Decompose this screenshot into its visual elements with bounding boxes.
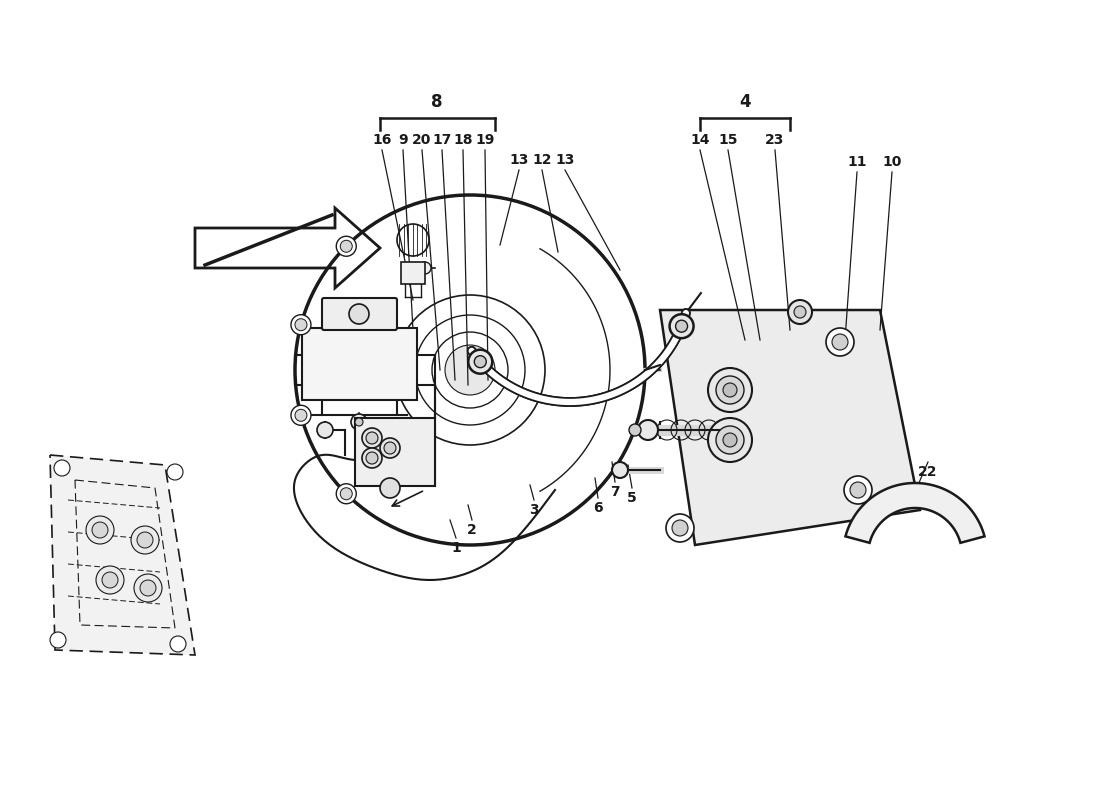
FancyBboxPatch shape (322, 298, 397, 330)
Circle shape (612, 462, 628, 478)
Text: 15: 15 (718, 133, 738, 147)
Circle shape (446, 345, 495, 395)
Circle shape (355, 418, 363, 426)
Circle shape (86, 516, 114, 544)
Circle shape (723, 383, 737, 397)
Text: 20: 20 (412, 133, 431, 147)
Circle shape (54, 460, 70, 476)
Circle shape (337, 236, 356, 256)
Circle shape (340, 488, 352, 500)
Text: 7: 7 (610, 485, 619, 499)
Circle shape (666, 514, 694, 542)
FancyBboxPatch shape (402, 262, 425, 284)
Text: 13: 13 (556, 153, 574, 167)
Circle shape (723, 433, 737, 447)
Circle shape (708, 418, 752, 462)
Text: 17: 17 (432, 133, 452, 147)
Circle shape (50, 632, 66, 648)
Circle shape (379, 478, 400, 498)
Circle shape (362, 448, 382, 468)
Circle shape (134, 574, 162, 602)
Text: 21: 21 (398, 475, 418, 489)
Circle shape (337, 484, 356, 504)
Polygon shape (846, 483, 984, 543)
Text: 22: 22 (918, 465, 937, 479)
Circle shape (167, 464, 183, 480)
Circle shape (826, 328, 854, 356)
Circle shape (362, 428, 382, 448)
Circle shape (349, 304, 368, 324)
Polygon shape (50, 455, 195, 655)
Circle shape (366, 432, 378, 444)
Circle shape (379, 438, 400, 458)
Circle shape (708, 368, 752, 412)
Text: 6: 6 (593, 501, 603, 515)
Circle shape (850, 482, 866, 498)
Text: 14: 14 (691, 133, 710, 147)
Text: 2: 2 (468, 523, 477, 537)
Text: 12: 12 (532, 153, 552, 167)
FancyBboxPatch shape (355, 418, 434, 486)
Circle shape (92, 522, 108, 538)
Text: 5: 5 (627, 491, 637, 505)
Circle shape (170, 636, 186, 652)
Circle shape (292, 406, 311, 426)
Circle shape (131, 526, 160, 554)
Circle shape (384, 442, 396, 454)
Circle shape (292, 314, 311, 334)
Text: 3: 3 (529, 503, 539, 517)
Text: 13: 13 (509, 153, 529, 167)
Text: 8: 8 (431, 93, 442, 111)
Circle shape (295, 318, 307, 330)
Circle shape (794, 306, 806, 318)
FancyBboxPatch shape (302, 328, 417, 400)
Circle shape (672, 520, 688, 536)
Circle shape (102, 572, 118, 588)
Text: 18: 18 (453, 133, 473, 147)
Circle shape (832, 334, 848, 350)
Text: 10: 10 (882, 155, 902, 169)
Circle shape (844, 476, 872, 504)
Circle shape (716, 376, 744, 404)
Circle shape (340, 240, 352, 252)
Text: 9: 9 (398, 133, 408, 147)
Text: 4: 4 (739, 93, 751, 111)
Circle shape (96, 566, 124, 594)
Circle shape (638, 420, 658, 440)
Circle shape (138, 532, 153, 548)
Polygon shape (660, 310, 920, 545)
Circle shape (419, 262, 431, 274)
Circle shape (629, 424, 641, 436)
Circle shape (351, 414, 367, 430)
Text: 1: 1 (451, 541, 461, 555)
Text: 19: 19 (475, 133, 495, 147)
Circle shape (670, 314, 694, 338)
Circle shape (140, 580, 156, 596)
Circle shape (295, 410, 307, 422)
Circle shape (788, 300, 812, 324)
Text: 11: 11 (847, 155, 867, 169)
Circle shape (469, 350, 493, 374)
Circle shape (675, 320, 688, 332)
Text: 23: 23 (766, 133, 784, 147)
Circle shape (317, 422, 333, 438)
Circle shape (474, 356, 486, 368)
Circle shape (366, 452, 378, 464)
Circle shape (716, 426, 744, 454)
Text: 16: 16 (372, 133, 392, 147)
